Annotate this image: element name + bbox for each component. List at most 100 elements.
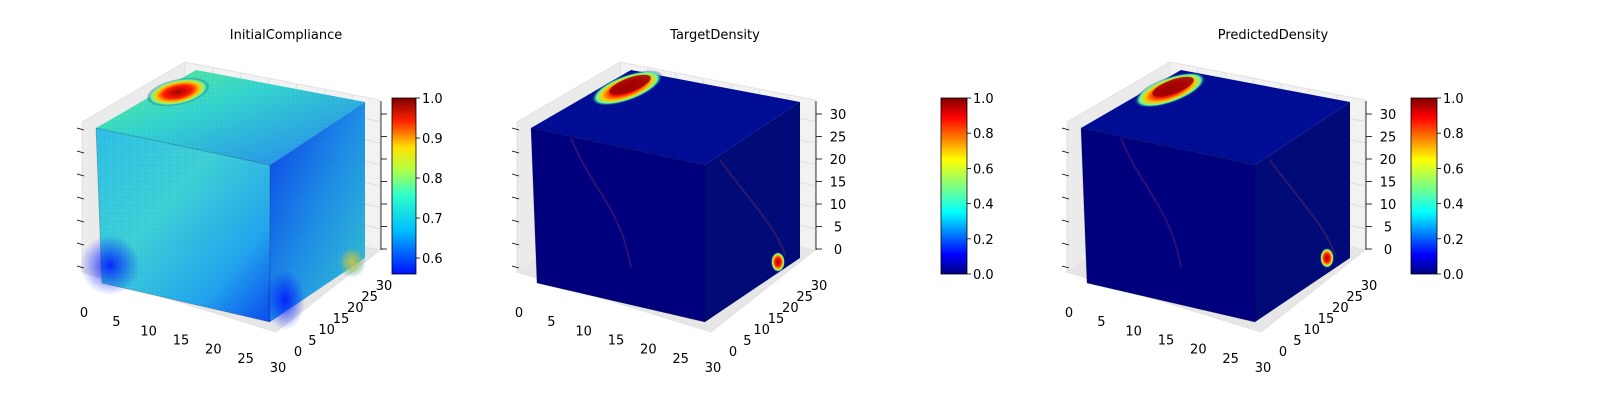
y-tick-label: 20	[782, 301, 799, 316]
z-axis: 0 5 10 15 20 25 30	[815, 101, 847, 258]
x-tick-label: 0	[515, 306, 523, 321]
z-tick-label: 10	[1380, 198, 1397, 213]
colorbar-tick-label: 0.2	[973, 233, 994, 248]
y-tick-label: 10	[318, 323, 335, 338]
z-tick-label: 0	[834, 243, 842, 258]
y-tick-label: 10	[1303, 323, 1320, 338]
z-tick-label: 15	[830, 176, 847, 191]
lowspot-edge	[265, 270, 305, 330]
z-tick-label: 15	[1380, 176, 1397, 191]
x-tick-label: 30	[270, 361, 287, 376]
x-tick-label: 30	[1255, 361, 1272, 376]
cube-front-edge	[530, 127, 706, 323]
colorbar	[391, 97, 417, 275]
colorbar-tick-label: 0.2	[1443, 233, 1464, 248]
y-tick-label: 30	[376, 279, 393, 294]
hotspot-core	[609, 74, 651, 95]
x-tick-label: 20	[640, 343, 657, 358]
left-axis-ticks	[1061, 127, 1070, 269]
z-tick-label: 30	[830, 108, 847, 123]
colorbar	[1410, 97, 1438, 275]
colorbar-tick-label: 0.4	[973, 198, 994, 213]
cube-front-edge	[1080, 127, 1256, 323]
z-tick-label: 25	[830, 131, 847, 146]
x-tick-label: 0	[80, 306, 88, 321]
x-axis: 0 5 10 15 20 25 30	[80, 306, 286, 376]
y-tick-label: 15	[1318, 312, 1335, 327]
colorbar-tick-label: 0.9	[422, 132, 443, 147]
panel-title: PredictedDensity	[1218, 28, 1329, 43]
z-axis: 0 5 10 15 20 25 30	[1365, 101, 1397, 258]
z-tick-label: 0	[1384, 243, 1392, 258]
x-tick-label: 15	[173, 334, 190, 349]
y-tick-label: 25	[1346, 290, 1363, 305]
y-tick-label: 5	[1293, 334, 1301, 349]
z-tick-label: 5	[1384, 221, 1392, 236]
hotspot-corner	[338, 246, 366, 278]
x-tick-label: 20	[1190, 343, 1207, 358]
y-tick-label: 25	[361, 290, 378, 305]
z-tick-label: 20	[830, 153, 847, 168]
colorbar-tick-label: 0.7	[422, 212, 443, 227]
y-tick-label: 30	[1361, 279, 1378, 294]
panel-3: PredictedDensity051015202530051015202530…	[1061, 28, 1464, 376]
colorbar-tick-label: 1.0	[1443, 92, 1464, 107]
hotspot-core	[1152, 76, 1194, 97]
panel-title: TargetDensity	[669, 28, 760, 43]
x-tick-label: 10	[1125, 324, 1142, 339]
x-tick-label: 5	[547, 315, 555, 330]
x-tick-label: 25	[1222, 352, 1239, 367]
hotspot-bottom	[1320, 248, 1334, 268]
x-tick-label: 15	[608, 334, 625, 349]
z-tick-label: 25	[1380, 131, 1397, 146]
hotspot-bottom	[771, 252, 785, 272]
y-tick-label: 5	[308, 334, 316, 349]
y-tick-label: 20	[347, 301, 364, 316]
colorbar-tick-label: 0.6	[422, 252, 443, 267]
voxel-mesh-0	[1081, 128, 1255, 322]
colorbar-tick-label: 0.0	[1443, 268, 1464, 283]
x-tick-label: 20	[205, 343, 222, 358]
colorbar-tick-label: 1.0	[422, 92, 443, 107]
colorbar-tick-label: 0.8	[1443, 127, 1464, 142]
x-axis: 0 5 10 15 20 25 30	[1065, 306, 1271, 376]
x-tick-label: 10	[575, 324, 592, 339]
x-tick-label: 10	[140, 324, 157, 339]
y-tick-label: 15	[333, 312, 350, 327]
x-tick-label: 15	[1158, 334, 1175, 349]
colorbar-tick-label: 0.8	[422, 172, 443, 187]
y-tick-label: 25	[796, 290, 813, 305]
left-axis-ticks	[511, 127, 520, 269]
colorbar-tick-label: 0.4	[1443, 198, 1464, 213]
z-tick-label: 10	[830, 198, 847, 213]
colorbar-tick-label: 0.6	[1443, 162, 1464, 177]
colorbar	[940, 97, 968, 275]
y-tick-label: 15	[768, 312, 785, 327]
voxel-mesh-0	[96, 128, 270, 322]
y-tick-label: 20	[1332, 301, 1349, 316]
panel-1: InitialCompliance05101520253005101520253…	[76, 28, 443, 376]
hotspot-top	[146, 77, 210, 107]
x-tick-label: 25	[237, 352, 254, 367]
voxel-mesh-0	[531, 128, 705, 322]
x-tick-label: 0	[1065, 306, 1073, 321]
colorbar-tick-label: 0.0	[973, 268, 994, 283]
panel-title: InitialCompliance	[230, 28, 343, 43]
y-tick-label: 30	[811, 279, 828, 294]
x-tick-label: 25	[672, 352, 689, 367]
x-tick-label: 30	[705, 361, 722, 376]
x-tick-label: 5	[1097, 315, 1105, 330]
x-axis: 0 5 10 15 20 25 30	[515, 306, 721, 376]
z-tick-label: 5	[834, 221, 842, 236]
y-tick-label: 0	[729, 345, 737, 360]
lowspot-front	[80, 235, 140, 295]
colorbar-tick-label: 0.8	[973, 127, 994, 142]
z-axis	[380, 101, 387, 250]
internal-structure	[570, 137, 786, 269]
left-axis-ticks	[76, 127, 85, 269]
internal-structure	[1120, 137, 1336, 269]
